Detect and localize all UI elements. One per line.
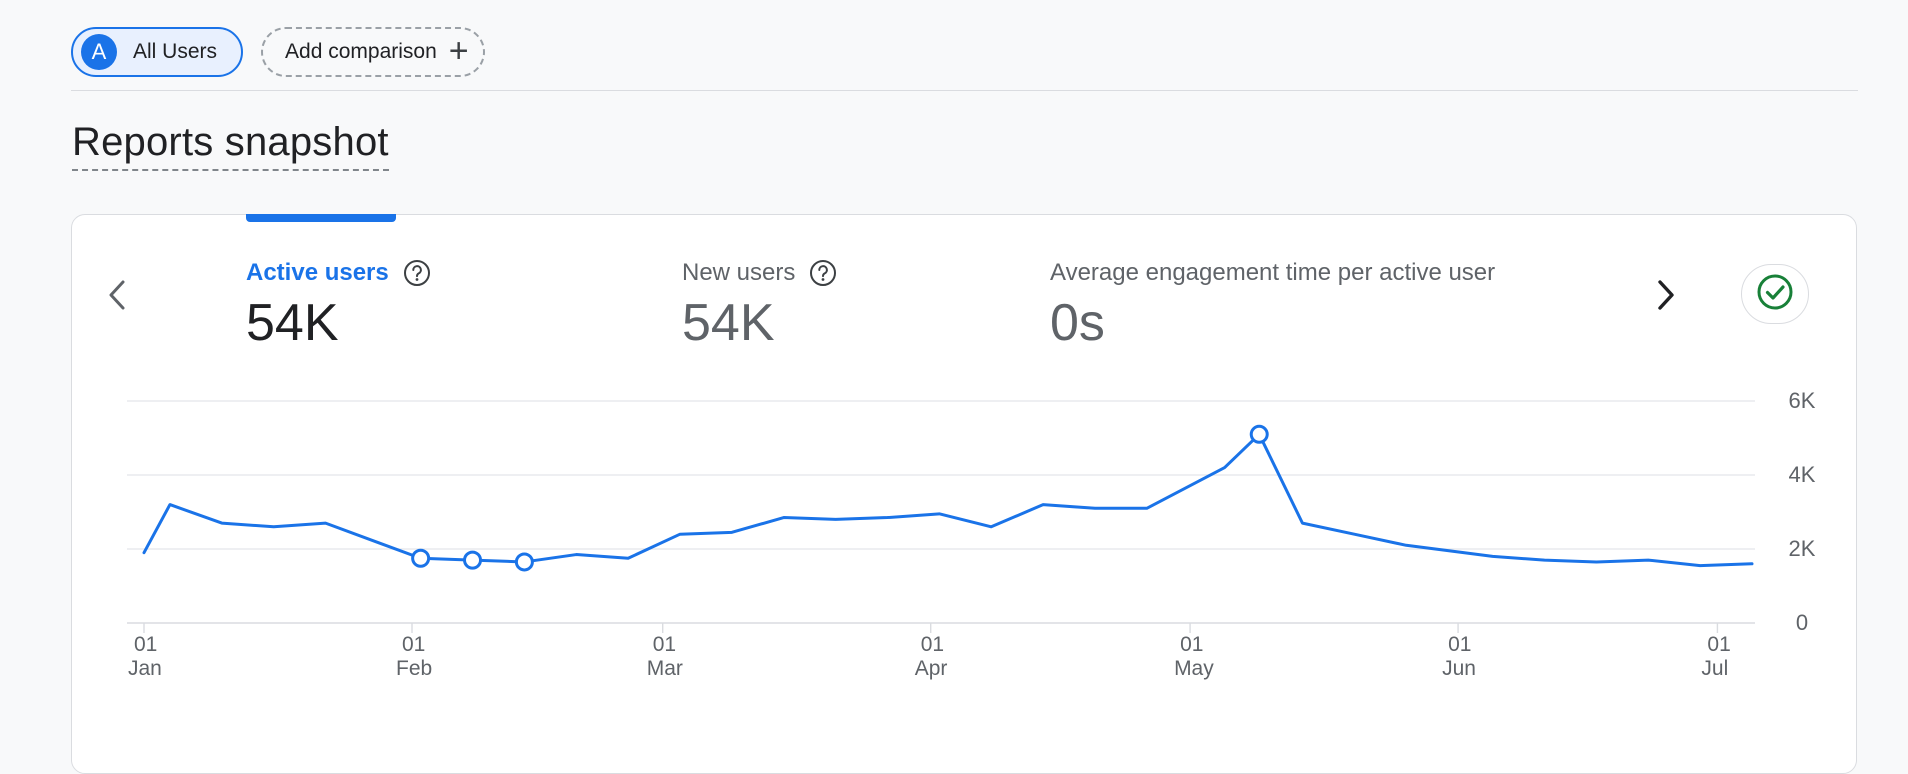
selected-tab-indicator	[246, 214, 396, 222]
add-comparison-button[interactable]: Add comparison +	[261, 27, 485, 77]
add-comparison-label: Add comparison	[285, 40, 437, 63]
segment-label: All Users	[133, 40, 218, 63]
metric-card-new-users[interactable]: New users 54K	[682, 259, 837, 353]
metric-label: New users	[682, 259, 796, 286]
status-button[interactable]	[1741, 264, 1809, 324]
metric-card-active-users[interactable]: Active users 54K	[246, 259, 431, 353]
metric-value: 54K	[246, 294, 339, 352]
y-tick-label: 2K	[1789, 536, 1816, 561]
x-tick-day-label: 01	[402, 633, 425, 656]
y-axis: 0 2K 4K 6K	[1789, 388, 1816, 635]
y-tick-label: 0	[1796, 610, 1808, 635]
chart-series	[142, 424, 1754, 572]
check-circle-icon	[1756, 273, 1794, 316]
x-tick-day-label: 01	[1707, 633, 1730, 656]
help-circle-icon[interactable]	[403, 259, 431, 287]
x-tick-day-label: 01	[921, 633, 944, 656]
x-tick-month-label: Apr	[915, 657, 948, 680]
data-point-marker	[463, 550, 483, 570]
series-line	[142, 432, 1754, 568]
x-tick-day-label: 01	[1448, 633, 1471, 656]
page-title[interactable]: Reports snapshot	[72, 120, 389, 171]
chart-gridlines	[127, 400, 1755, 624]
x-tick-day-label: 01	[134, 633, 157, 656]
comparison-bar: A All Users Add comparison +	[71, 27, 485, 77]
reports-snapshot-card: Active users 54K New users 54K Average e…	[71, 214, 1857, 774]
metric-value: 0s	[1050, 294, 1105, 352]
chevron-right-icon	[1653, 278, 1677, 317]
y-tick-label: 6K	[1789, 388, 1816, 413]
metric-label: Active users	[246, 259, 389, 286]
divider	[71, 90, 1858, 91]
x-tick-day-label: 01	[653, 633, 676, 656]
data-point-marker	[514, 552, 534, 572]
data-point-marker	[411, 548, 431, 568]
plus-icon: +	[448, 32, 469, 70]
help-circle-icon[interactable]	[809, 259, 837, 287]
x-tick-month-label: Jan	[128, 657, 162, 680]
metric-value: 54K	[682, 294, 775, 352]
next-metrics-button[interactable]	[1643, 275, 1687, 319]
chevron-left-icon	[106, 278, 130, 317]
previous-metrics-button[interactable]	[96, 275, 140, 319]
x-tick-month-label: May	[1174, 657, 1214, 680]
x-tick-month-label: Jul	[1701, 657, 1728, 680]
x-tick-month-label: Feb	[396, 657, 432, 680]
x-tick-day-label: 01	[1180, 633, 1203, 656]
segment-avatar: A	[81, 34, 117, 70]
x-tick-month-label: Mar	[647, 657, 683, 680]
data-point-marker	[1249, 424, 1269, 444]
metric-label: Average engagement time per active user	[1050, 259, 1496, 286]
x-tick-month-label: Jun	[1442, 657, 1476, 680]
segment-chip-all-users[interactable]: A All Users	[71, 27, 244, 77]
metric-card-avg-engagement-time[interactable]: Average engagement time per active user …	[1050, 259, 1495, 353]
y-tick-label: 4K	[1789, 462, 1816, 487]
